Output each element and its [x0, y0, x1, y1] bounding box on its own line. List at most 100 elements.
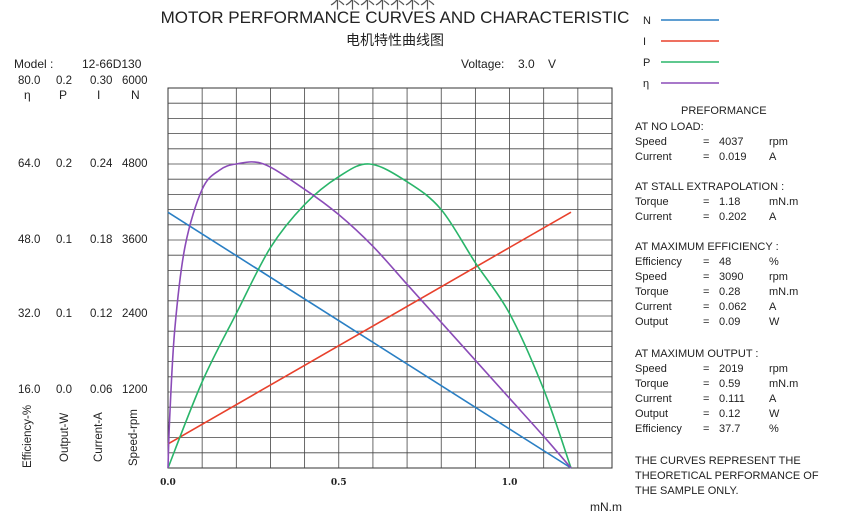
row-value: 4037 — [719, 136, 744, 148]
row-value: 48 — [719, 256, 732, 268]
axis-top-out: 0.2 — [56, 75, 72, 87]
row-unit: rpm — [769, 136, 788, 148]
row-unit: A — [769, 393, 777, 405]
section-title: AT STALL EXTRAPOLATION : — [635, 181, 785, 193]
row-unit: A — [769, 151, 777, 163]
row-value: 3090 — [719, 271, 744, 283]
chart-title: MOTOR PERFORMANCE CURVES AND CHARACTERIS… — [160, 8, 630, 27]
plot-frame — [167, 87, 613, 469]
y-tick-label: 0.0 — [56, 384, 72, 396]
x-tick-label: 0.5 — [331, 478, 347, 488]
performance-row: Efficiency = 37.7% — [635, 423, 815, 437]
performance-row: Speed = 4037 rpm — [635, 136, 815, 150]
axis-symbol-eta: η — [24, 88, 31, 102]
row-unit: % — [769, 256, 779, 268]
section-title: AT MAXIMUM EFFICIENCY : — [635, 241, 779, 253]
row-equals: = — [703, 136, 710, 148]
performance-row: Current = 0.111 A — [635, 393, 815, 407]
row-value: 0.59 — [719, 378, 741, 390]
row-key: Torque — [635, 378, 669, 390]
performance-row: Speed = 3090 rpm — [635, 271, 815, 285]
series-eta-line — [167, 161, 572, 469]
model-label: Model : — [14, 57, 54, 71]
model-value: 12-66D130 — [82, 57, 142, 71]
performance-row: Current = 0.019 A — [635, 151, 815, 165]
row-key: Torque — [635, 286, 669, 298]
legend-label: I — [643, 36, 646, 48]
row-key: Speed — [635, 363, 667, 375]
row-equals: = — [703, 316, 710, 328]
row-key: Efficiency — [635, 423, 682, 435]
note-line: THEORETICAL PERFORMANCE OF — [635, 470, 819, 482]
row-equals: = — [703, 378, 710, 390]
row-unit: W — [769, 316, 780, 328]
performance-heading: PREFORMANCE — [681, 105, 767, 117]
row-equals: = — [703, 363, 710, 375]
voltage-label: Voltage: — [461, 57, 505, 71]
row-unit: mN.m — [769, 286, 799, 298]
x-axis-label: mN.m — [590, 500, 622, 514]
row-equals: = — [703, 286, 710, 298]
row-equals: = — [703, 408, 710, 420]
y-tick-label: 0.1 — [56, 234, 72, 246]
row-equals: = — [703, 256, 710, 268]
performance-row: Torque = 0.59 mN.m — [635, 378, 815, 392]
row-unit: rpm — [769, 363, 788, 375]
row-key: Current — [635, 393, 672, 405]
row-value: 0.062 — [719, 301, 747, 313]
row-value: 0.28 — [719, 286, 741, 298]
note-line: THE SAMPLE ONLY. — [635, 485, 739, 497]
row-unit: % — [769, 423, 779, 435]
series-n-line — [167, 211, 572, 469]
y-tick-label: 2400 — [122, 308, 148, 320]
series-i-line — [167, 211, 572, 445]
voltage-unit: V — [548, 57, 557, 71]
row-value: 0.202 — [719, 211, 747, 223]
row-unit: mN.m — [769, 196, 799, 208]
performance-row: Current = 0.202 A — [635, 211, 815, 225]
axis-symbol-n: N — [131, 88, 140, 102]
axis-symbol-i: I — [97, 88, 101, 102]
note-line: THE CURVES REPRESENT THE — [635, 455, 801, 467]
row-key: Current — [635, 211, 672, 223]
row-unit: mN.m — [769, 378, 799, 390]
performance-row: Speed = 2019 rpm — [635, 363, 815, 377]
performance-row: Efficiency = 48% — [635, 256, 815, 270]
row-key: Speed — [635, 271, 667, 283]
row-equals: = — [703, 211, 710, 223]
y-tick-label: 0.18 — [90, 234, 113, 246]
row-value: 37.7 — [719, 423, 741, 435]
row-value: 1.18 — [719, 196, 741, 208]
performance-row: Output = 0.12 W — [635, 408, 815, 422]
y-tick-label: 64.0 — [18, 158, 41, 170]
axis-symbol-p: P — [59, 88, 68, 102]
row-key: Current — [635, 301, 672, 313]
axis-top-spd: 6000 — [122, 75, 148, 87]
chart-subtitle: 电机特性曲线图 — [346, 32, 444, 48]
y-tick-label: 1200 — [122, 384, 148, 396]
y-tick-label: 0.06 — [90, 384, 113, 396]
y-tick-label: 3600 — [122, 234, 148, 246]
y-tick-label: 0.2 — [56, 158, 72, 170]
series-p-line — [167, 163, 572, 469]
row-key: Torque — [635, 196, 669, 208]
row-value: 0.111 — [719, 393, 745, 405]
row-unit: A — [769, 211, 777, 223]
axis-top-eff: 80.0 — [18, 75, 41, 87]
row-equals: = — [703, 301, 710, 313]
y-tick-label: 16.0 — [18, 384, 41, 396]
y-tick-label: 0.1 — [56, 308, 72, 320]
y-tick-label: 4800 — [122, 158, 148, 170]
row-equals: = — [703, 196, 710, 208]
section-title: AT MAXIMUM OUTPUT : — [635, 348, 759, 360]
row-unit: A — [769, 301, 777, 313]
y-tick-label: 0.24 — [90, 158, 113, 170]
row-key: Efficiency — [635, 256, 682, 268]
top-cut-text: 不不不不不不不 — [330, 0, 436, 12]
legend-label: P — [643, 57, 650, 69]
y-tick-label: 32.0 — [18, 308, 41, 320]
y-tick-label: 48.0 — [18, 234, 41, 246]
row-key: Output — [635, 408, 669, 420]
legend-label: η — [643, 78, 649, 90]
